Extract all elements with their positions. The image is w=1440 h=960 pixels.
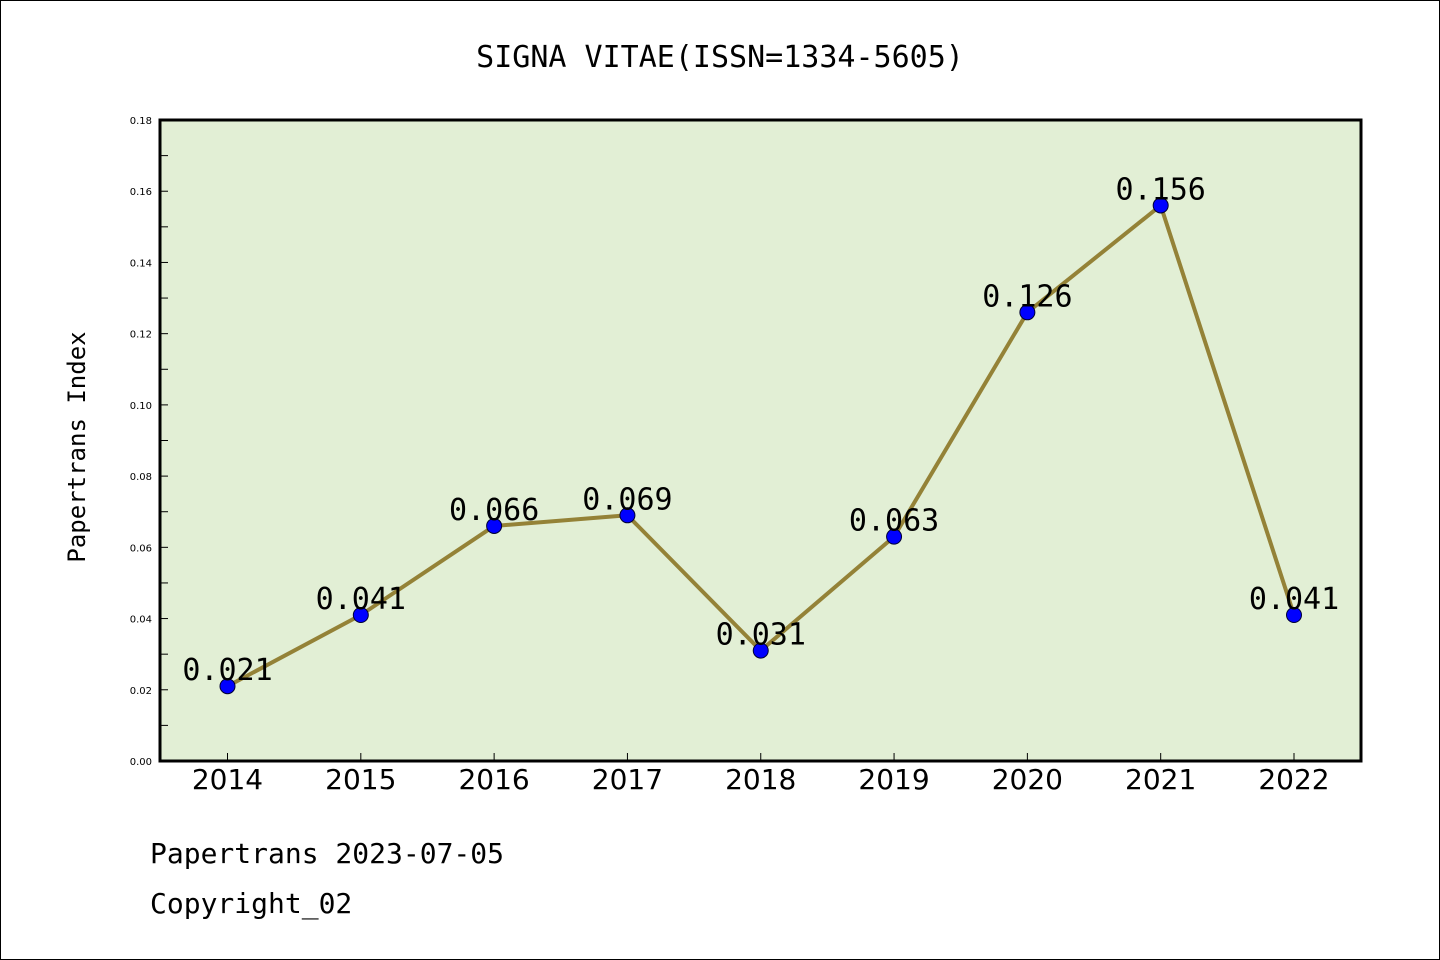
x-tick-label: 2014 — [192, 763, 263, 796]
data-label: 0.063 — [849, 504, 939, 539]
x-axis: 2014 2015 2016 2017 2018 2019 2020 2021 2022 — [192, 753, 1330, 796]
data-label: 0.156 — [1116, 172, 1206, 207]
series-line-group — [219, 197, 1302, 695]
footer-date: Papertrans 2023-07-05 — [150, 837, 504, 870]
x-tick-label: 2019 — [858, 763, 929, 796]
data-labels-group: 0.021 0.041 0.066 0.069 0.031 0.063 0.126 0.156… — [182, 172, 1339, 688]
y-tick-label: 0.16 — [130, 187, 152, 198]
data-label: 0.041 — [316, 582, 406, 617]
x-tick-label: 2022 — [1258, 763, 1329, 796]
x-tick-label: 2016 — [458, 763, 529, 796]
data-point — [1019, 304, 1036, 321]
y-axis-label: Papertrans Index — [63, 331, 91, 562]
y-tick-label: 0.02 — [130, 686, 152, 697]
data-point — [1286, 606, 1302, 623]
footer-copyright: Copyright_02 — [150, 887, 352, 921]
data-point — [752, 642, 769, 659]
data-point — [886, 528, 903, 545]
x-tick-label: 2017 — [592, 763, 663, 796]
data-point — [219, 678, 236, 695]
plot-area — [158, 118, 1363, 763]
data-label: 0.031 — [716, 618, 806, 653]
data-label: 0.041 — [1249, 582, 1339, 617]
data-label: 0.069 — [582, 482, 672, 517]
x-tick-label: 2020 — [992, 763, 1063, 796]
y-tick-label: 0.08 — [130, 472, 152, 483]
chart-title: SIGNA VITAE(ISSN=1334-5605) — [476, 40, 964, 75]
y-tick-label: 0.18 — [130, 116, 152, 127]
data-label: 0.126 — [982, 279, 1072, 314]
y-tick-label: 0.00 — [130, 757, 152, 768]
data-point — [352, 606, 369, 623]
data-point — [1152, 197, 1169, 214]
y-tick-label: 0.06 — [130, 543, 152, 554]
y-tick-label: 0.10 — [130, 401, 152, 412]
y-tick-label: 0.04 — [130, 615, 152, 626]
data-label: 0.066 — [449, 493, 539, 528]
y-tick-label: 0.14 — [130, 258, 152, 269]
data-label: 0.021 — [182, 653, 272, 688]
x-tick-label: 2018 — [725, 763, 796, 796]
data-point — [486, 517, 503, 534]
y-axis: 0.00 0.02 0.04 0.06 0.08 0.10 0.12 0.14 0.16 0.18 — [130, 116, 168, 768]
x-tick-label: 2015 — [325, 763, 396, 796]
x-tick-label: 2021 — [1125, 763, 1196, 796]
y-tick-label: 0.12 — [130, 330, 152, 341]
data-point — [619, 507, 636, 524]
